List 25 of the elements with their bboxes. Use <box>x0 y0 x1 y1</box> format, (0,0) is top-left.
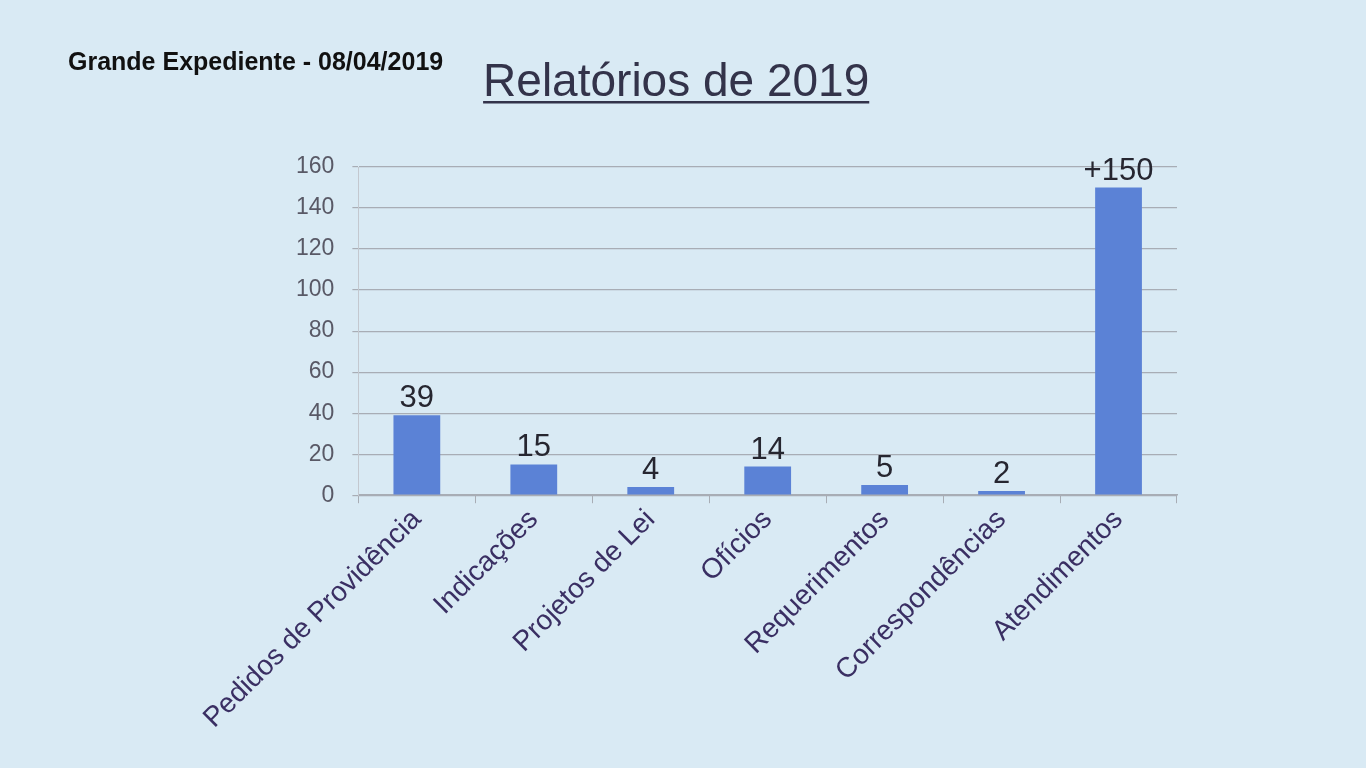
bar <box>393 415 441 495</box>
y-tick-label: 160 <box>296 152 335 179</box>
bar <box>510 464 558 495</box>
y-tick-label: 140 <box>296 193 335 220</box>
y-tick-label: 80 <box>308 316 335 343</box>
bar <box>861 484 909 495</box>
data-label: 15 <box>516 428 552 464</box>
data-label: +150 <box>1083 151 1154 187</box>
bar <box>627 487 675 495</box>
y-tick-label: 0 <box>321 480 335 507</box>
data-label: 5 <box>876 449 894 485</box>
y-tick-label: 100 <box>296 275 335 302</box>
chart-title: Relatórios de 2019 <box>483 54 870 106</box>
data-label: 39 <box>399 379 435 415</box>
text: Grande Expediente - 08/04/2019 <box>68 46 444 75</box>
data-label: 4 <box>642 451 660 487</box>
bar <box>744 466 792 495</box>
bar <box>978 491 1025 495</box>
y-tick-label: 20 <box>308 439 335 466</box>
y-tick-label: 40 <box>308 398 335 425</box>
y-tick-label: 120 <box>296 234 335 261</box>
data-label: 14 <box>750 430 785 466</box>
bar <box>1095 187 1142 495</box>
y-tick-label: 60 <box>308 357 335 384</box>
data-label: 2 <box>992 455 1011 491</box>
